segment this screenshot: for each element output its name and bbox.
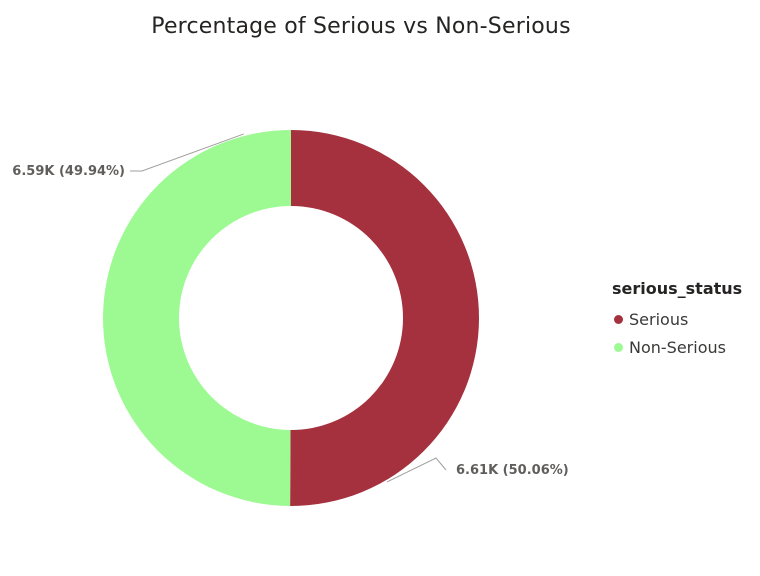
leader-line-serious: [386, 457, 447, 483]
leader-line-non-serious: [130, 133, 244, 172]
legend-dot-icon: [614, 314, 623, 324]
legend-title: serious_status: [612, 279, 743, 298]
slice-serious[interactable]: [290, 130, 480, 506]
legend-item-label: Non-Serious: [629, 337, 726, 357]
data-label-non-serious: 6.59K (49.94%): [12, 164, 125, 179]
legend-dot-icon: [614, 342, 623, 352]
legend: serious_status Serious Non-Serious: [612, 279, 742, 361]
legend-item-non-serious[interactable]: Non-Serious: [612, 333, 742, 361]
data-label-serious: 6.61K (50.06%): [456, 463, 569, 478]
chart-title: Percentage of Serious vs Non-Serious: [151, 14, 571, 39]
legend-item-serious[interactable]: Serious: [612, 305, 742, 333]
legend-item-label: Serious: [629, 309, 689, 329]
slice-non-serious[interactable]: [103, 130, 291, 506]
